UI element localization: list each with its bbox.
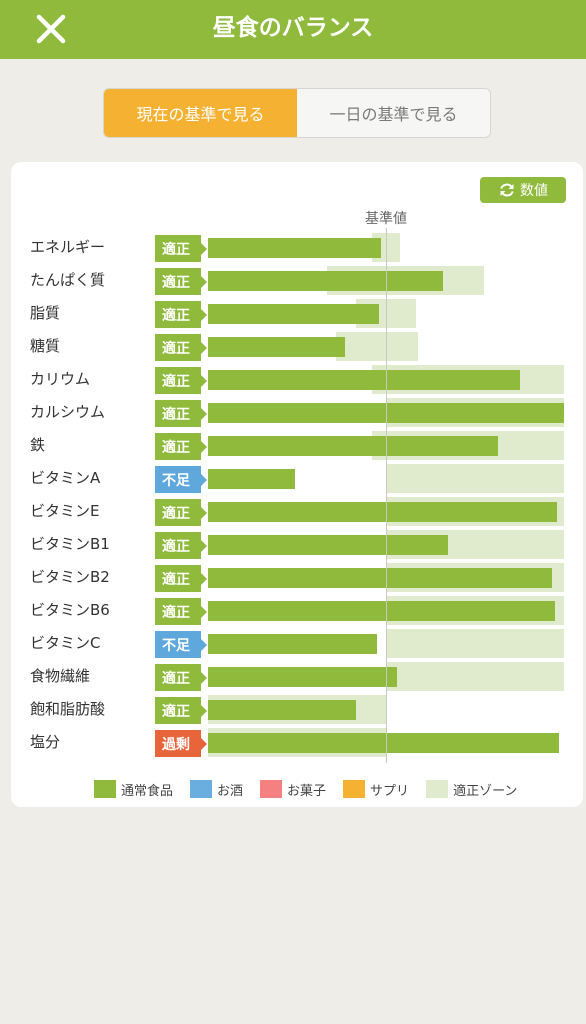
app-header: 昼食のバランス (0, 0, 586, 59)
status-badge: 適正 (155, 499, 207, 526)
nutrient-row: 飽和脂肪酸 適正 (0, 694, 586, 727)
tab-current-standard[interactable]: 現在の基準で見る (104, 89, 297, 137)
legend-item: お酒 (190, 780, 243, 799)
intake-bar (208, 601, 556, 621)
status-badge: 適正 (155, 268, 207, 295)
nutrient-label: 脂質 (30, 304, 61, 322)
chart-legend: 通常食品 お酒 お菓子 サプリ 適正ゾーン (94, 778, 534, 800)
status-badge: 適正 (155, 235, 207, 262)
status-badge: 過剰 (155, 730, 207, 757)
close-icon (36, 14, 66, 44)
status-badge: 適正 (155, 334, 207, 361)
legend-label: サプリ (370, 783, 410, 799)
view-tabs: 現在の基準で見る 一日の基準で見る (103, 88, 491, 138)
nutrient-row: ビタミンB6 適正 (0, 595, 586, 628)
legend-item: お菓子 (260, 780, 326, 799)
status-badge: 適正 (155, 664, 207, 691)
intake-bar (208, 535, 449, 555)
nutrient-row: カルシウム 適正 (0, 397, 586, 430)
legend-label: お酒 (217, 783, 244, 799)
optimal-zone (386, 629, 564, 658)
nutrient-row: ビタミンE 適正 (0, 496, 586, 529)
legend-label: 適正ゾーン (453, 783, 518, 799)
legend-item: 通常食品 (94, 780, 173, 799)
legend-item: 適正ゾーン (426, 780, 517, 799)
status-badge: 適正 (155, 532, 207, 559)
nutrient-label: ビタミンE (30, 502, 100, 520)
nutrient-label: ビタミンC (30, 634, 101, 652)
values-button-label: 数値 (520, 183, 548, 199)
nutrient-label: 塩分 (30, 733, 61, 751)
nutrient-label: ビタミンA (30, 469, 101, 487)
nutrient-label: 食物繊維 (30, 667, 91, 685)
status-badge: 適正 (155, 565, 207, 592)
nutrient-label: 飽和脂肪酸 (30, 700, 106, 718)
nutrient-row: ビタミンB1 適正 (0, 529, 586, 562)
nutrient-row: ビタミンB2 適正 (0, 562, 586, 595)
values-button[interactable]: 数値 (480, 177, 566, 203)
legend-swatch (426, 780, 449, 798)
intake-bar (208, 667, 397, 687)
reference-label: 基準値 (365, 211, 407, 227)
status-badge: 適正 (155, 697, 207, 724)
reference-line (386, 228, 387, 763)
nutrient-label: カリウム (30, 370, 91, 388)
legend-swatch (343, 780, 366, 798)
intake-bar (208, 337, 346, 357)
nutrient-label: カルシウム (30, 403, 106, 421)
nutrient-label: ビタミンB2 (30, 568, 110, 586)
tab-daily-standard[interactable]: 一日の基準で見る (297, 89, 490, 137)
nutrient-label: 鉄 (30, 436, 46, 454)
legend-item: サプリ (343, 780, 409, 799)
status-badge: 不足 (155, 466, 207, 493)
intake-bar (208, 502, 557, 522)
legend-swatch (190, 780, 213, 798)
nutrient-row: 糖質 適正 (0, 331, 586, 364)
intake-bar (208, 271, 443, 291)
nutrient-label: エネルギー (30, 238, 106, 256)
nutrient-row: たんぱく質 適正 (0, 265, 586, 298)
intake-bar (208, 634, 378, 654)
intake-bar (208, 700, 356, 720)
nutrient-label: たんぱく質 (30, 271, 106, 289)
nutrient-row: 脂質 適正 (0, 298, 586, 331)
status-badge: 適正 (155, 598, 207, 625)
legend-label: お菓子 (287, 783, 327, 799)
legend-swatch (94, 780, 116, 798)
optimal-zone (386, 662, 564, 691)
refresh-icon (500, 183, 514, 197)
optimal-zone (336, 332, 419, 361)
status-badge: 適正 (155, 400, 207, 427)
nutrient-label: 糖質 (30, 337, 61, 355)
nutrient-row: 塩分 過剰 (0, 727, 586, 760)
intake-bar (208, 304, 379, 324)
nutrient-label: ビタミンB1 (30, 535, 110, 553)
intake-bar (208, 733, 559, 753)
intake-bar (208, 568, 552, 588)
nutrient-label: ビタミンB6 (30, 601, 110, 619)
status-badge: 適正 (155, 301, 207, 328)
intake-bar (208, 469, 296, 489)
legend-swatch (260, 780, 283, 798)
page-title: 昼食のバランス (212, 15, 374, 41)
nutrient-row: 鉄 適正 (0, 430, 586, 463)
intake-bar (208, 436, 499, 456)
nutrient-row: エネルギー 適正 (0, 232, 586, 265)
nutrient-row: 食物繊維 適正 (0, 661, 586, 694)
nutrient-row: ビタミンA 不足 (0, 463, 586, 496)
nutrient-row: カリウム 適正 (0, 364, 586, 397)
legend-label: 通常食品 (121, 783, 174, 799)
nutrient-row: ビタミンC 不足 (0, 628, 586, 661)
intake-bar (208, 370, 520, 390)
status-badge: 不足 (155, 631, 207, 658)
optimal-zone (386, 464, 564, 493)
close-button[interactable] (30, 8, 72, 50)
intake-bar (208, 238, 381, 258)
status-badge: 適正 (155, 367, 207, 394)
status-badge: 適正 (155, 433, 207, 460)
